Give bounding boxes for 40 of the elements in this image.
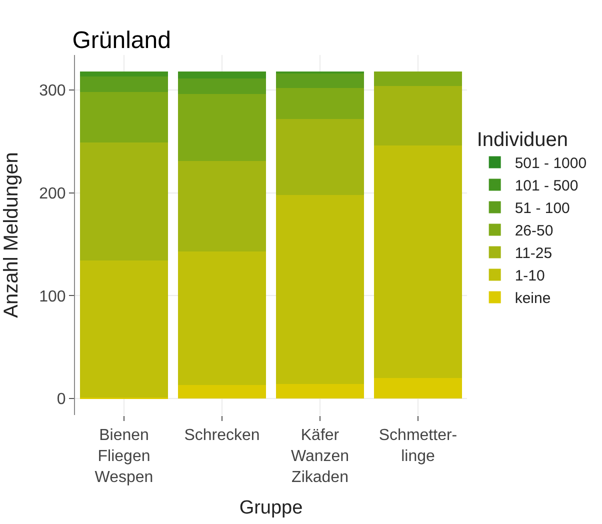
- bar: [276, 118, 364, 195]
- bar: [276, 71, 364, 74]
- y-tick-label: 200: [39, 185, 66, 202]
- bar: [374, 146, 462, 378]
- legend-label: 26-50: [514, 222, 554, 240]
- legend-label: 11-25: [514, 245, 552, 262]
- y-tick-label: 100: [39, 288, 66, 306]
- legend-label: 101 - 500: [514, 178, 578, 195]
- bar: [374, 86, 462, 146]
- bar: [80, 142, 168, 261]
- bar: [276, 194, 364, 384]
- x-tick-label: Bienen Fliegen Wespen: [94, 427, 154, 486]
- bar: [178, 71, 266, 79]
- x-tick-label: Schrecken: [184, 427, 260, 444]
- y-axis-title: Anzahl Meldungen: [0, 152, 23, 318]
- chart-title: Grünland: [72, 27, 171, 54]
- bar: [374, 378, 462, 399]
- legend-label: 501 - 1000: [514, 155, 587, 172]
- x-tick-label: Käfer Wanzen Zikaden: [290, 427, 350, 486]
- bar: [80, 92, 168, 142]
- x-tick-label: Schmetter- linge: [378, 427, 458, 465]
- bar: [178, 94, 266, 161]
- bar: [80, 76, 168, 92]
- y-tick-label: 300: [39, 82, 66, 100]
- bar: [178, 251, 266, 386]
- bar: [80, 71, 168, 77]
- bar: [178, 160, 266, 252]
- bar: [80, 260, 168, 398]
- bar: [276, 384, 364, 399]
- legend-label: 1-10: [514, 268, 545, 285]
- legend-label: keine: [514, 290, 551, 308]
- legend-title: Individuen: [476, 129, 568, 151]
- bar: [276, 74, 364, 88]
- bar: [178, 78, 266, 94]
- x-axis-title: Gruppe: [239, 498, 303, 519]
- legend-label: 51 - 100: [514, 200, 570, 218]
- bar: [276, 88, 364, 119]
- bar: [374, 71, 462, 86]
- y-tick-label: 0: [56, 391, 66, 408]
- bar: [178, 385, 266, 399]
